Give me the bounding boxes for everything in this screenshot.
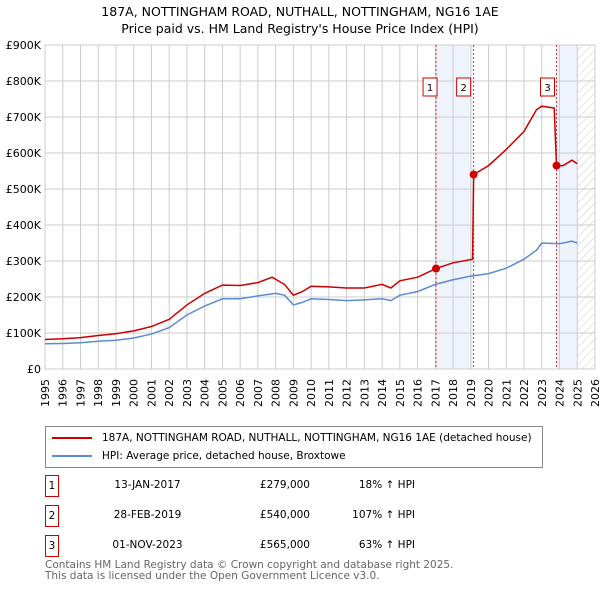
sale-label-box (456, 77, 472, 97)
sale-label-box (540, 77, 555, 97)
plot-border (44, 44, 596, 370)
sale-date: 01-NOV-2023 (112, 539, 183, 551)
sale-period-shading (556, 45, 578, 369)
x-tick-label: 2026 (589, 379, 600, 407)
x-tick-label: 1998 (92, 379, 105, 407)
x-tick-label: 2023 (536, 379, 549, 407)
y-tick-label: £700K (6, 111, 42, 124)
x-tick-label: 2012 (341, 379, 354, 407)
x-tick-label: 2020 (483, 379, 496, 407)
sale-label-box (422, 77, 438, 97)
x-tick-label: 2025 (571, 379, 584, 407)
sale-row: 1 13-JAN-2017 £279,000 18% ↑ HPI (45, 475, 445, 499)
sale-point (552, 161, 561, 170)
x-tick-label: 2009 (287, 379, 300, 407)
x-tick-label: 2024 (554, 379, 567, 407)
y-tick-label: £100K (6, 327, 42, 340)
y-tick-label: £900K (6, 39, 42, 52)
chart-title: 187A, NOTTINGHAM ROAD, NUTHALL, NOTTINGH… (101, 4, 499, 19)
legend-label-property: 187A, NOTTINGHAM ROAD, NUTHALL, NOTTINGH… (102, 432, 532, 444)
y-tick-label: £0 (27, 363, 41, 376)
legend: 187A, NOTTINGHAM ROAD, NUTHALL, NOTTINGH… (45, 426, 543, 468)
sale-hpi-diff: 63% ↑ HPI (358, 539, 415, 551)
x-tick-label: 2019 (465, 379, 478, 407)
sale-row: 3 01-NOV-2023 £565,000 63% ↑ HPI (45, 535, 445, 559)
sale-price: £279,000 (259, 479, 310, 491)
sale-point (432, 264, 441, 273)
sale-hpi-diff: 107% ↑ HPI (352, 509, 415, 521)
x-tick-label: 2015 (394, 379, 407, 407)
x-tick-label: 2021 (500, 379, 513, 407)
chart-plot: 1995 1996 1997 1998 1999 2000 2001 2002 2003 2004… (6, 39, 600, 407)
sale-hpi-diff: 18% ↑ HPI (358, 479, 415, 491)
y-tick-label: £800K (6, 75, 42, 88)
x-tick-label: 2003 (181, 379, 194, 407)
future-hatch (577, 45, 595, 369)
sale-label-number: 3 (544, 83, 550, 94)
sale-label-number: 2 (460, 83, 466, 94)
footer-licence: This data is licensed under the Open Gov… (45, 570, 380, 582)
x-tick-label: 2007 (252, 379, 265, 407)
sale-number: 3 (45, 535, 59, 557)
y-tick-label: £600K (6, 147, 42, 160)
sale-number: 2 (45, 505, 59, 527)
x-tick-label: 2010 (305, 379, 318, 407)
x-tick-label: 2006 (234, 379, 247, 407)
x-tick-label: 2000 (128, 379, 141, 407)
sale-price: £565,000 (259, 539, 310, 551)
x-tick-label: 2004 (199, 379, 212, 407)
sale-price: £540,000 (259, 509, 310, 521)
sale-period-shading (436, 45, 474, 369)
x-tick-label: 2013 (358, 379, 371, 407)
x-tick-label: 2008 (270, 379, 283, 407)
x-tick-label: 1999 (110, 379, 123, 407)
sale-number: 1 (45, 475, 59, 497)
footer-copyright: Contains HM Land Registry data © Crown c… (45, 559, 454, 571)
y-tick-label: £500K (6, 183, 42, 196)
x-tick-label: 2002 (163, 379, 176, 407)
y-tick-label: £400K (6, 219, 42, 232)
x-tick-label: 2014 (376, 379, 389, 407)
chart-subtitle: Price paid vs. HM Land Registry's House … (121, 21, 479, 36)
x-tick-label: 1995 (39, 379, 52, 407)
sale-date: 28-FEB-2019 (113, 509, 182, 521)
legend-blue-line (52, 455, 92, 457)
x-tick-label: 2011 (323, 379, 336, 407)
x-tick-label: 1997 (74, 379, 87, 407)
y-tick-label: £300K (6, 255, 42, 268)
sale-label-number: 1 (427, 83, 433, 94)
x-tick-label: 2005 (216, 379, 229, 407)
sale-point (469, 170, 478, 179)
y-tick-label: £200K (6, 291, 42, 304)
x-tick-label: 2017 (429, 379, 442, 407)
x-tick-label: 1996 (57, 379, 70, 407)
x-tick-label: 2016 (412, 379, 425, 407)
price-paid-line (44, 105, 578, 341)
x-tick-label: 2018 (447, 379, 460, 407)
x-tick-label: 2022 (518, 379, 531, 407)
x-tick-label: 2001 (145, 379, 158, 407)
sale-date: 13-JAN-2017 (114, 479, 181, 491)
legend-red-line (52, 437, 92, 439)
hpi-line (44, 240, 578, 345)
footer: Contains HM Land Registry data © Crown c… (45, 560, 453, 582)
legend-label-hpi: HPI: Average price, detached house, Brox… (102, 450, 346, 462)
sale-row: 2 28-FEB-2019 £540,000 107% ↑ HPI (45, 505, 445, 529)
